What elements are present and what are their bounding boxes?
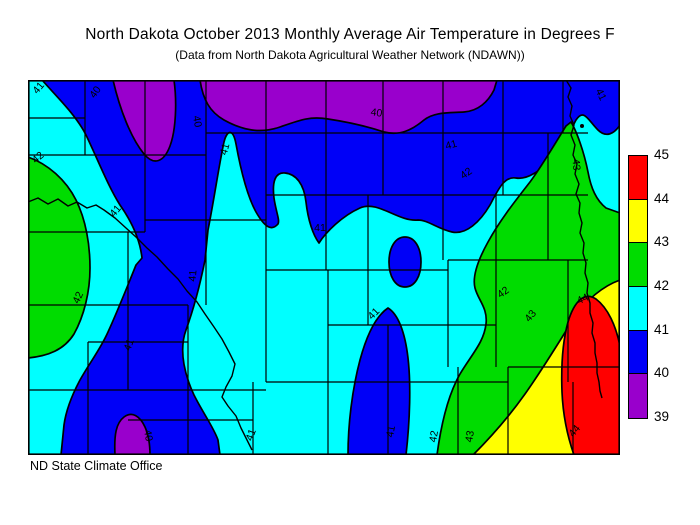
band-40-41-main xyxy=(41,79,621,456)
contour-label: 41 xyxy=(122,337,137,352)
contour-label: 43 xyxy=(463,430,477,444)
lake-marker xyxy=(580,124,584,128)
legend-tick-label: 44 xyxy=(654,190,670,206)
county-boundaries xyxy=(28,80,620,455)
missouri-river xyxy=(27,197,253,451)
contour-label: 44 xyxy=(575,291,591,307)
contour-label: 42 xyxy=(427,430,441,444)
legend-tick-label: 40 xyxy=(654,365,670,381)
band-39-40-west-lobe xyxy=(112,79,177,162)
legend-cell-44-45 xyxy=(629,156,647,200)
page-subtitle: (Data from North Dakota Agricultural Wea… xyxy=(175,48,525,62)
legend-colorbar xyxy=(628,155,648,419)
band-39-40-south-blob xyxy=(113,413,151,456)
legend-cell-39-40 xyxy=(629,374,647,418)
contour-label: 40 xyxy=(370,106,383,120)
legend-cell-42-43 xyxy=(629,243,647,287)
contour-label: 41 xyxy=(384,425,398,439)
contour-label: 40 xyxy=(141,429,155,443)
legend-tick-label: 43 xyxy=(654,234,670,250)
band-42-west-blob xyxy=(27,156,91,359)
legend-cell-41-42 xyxy=(629,286,647,331)
rivers xyxy=(27,79,603,451)
contour-label: 43 xyxy=(570,158,583,171)
contour-label: 41 xyxy=(187,269,200,282)
temperature-contour-map: 41 40 40 40 41 41 41 42 41 43 42 41 42 41 41 40 41 41 41 42… xyxy=(27,79,621,456)
legend-tick-label: 39 xyxy=(654,409,670,424)
contour-label: 42 xyxy=(70,290,86,306)
band-44-45-southeast xyxy=(560,295,621,456)
legend-cell-40-41 xyxy=(629,330,647,375)
map-frame xyxy=(28,80,621,455)
band-39-40-top-band xyxy=(199,79,498,135)
page-title: North Dakota October 2013 Monthly Averag… xyxy=(85,26,615,43)
contour-label: 41 xyxy=(314,222,326,234)
contour-label: 41 xyxy=(444,138,459,153)
red-river xyxy=(565,79,603,399)
contour-label: 41 xyxy=(218,142,233,157)
legend-tick-label: 41 xyxy=(654,321,670,337)
legend-tick-labels: 45 44 43 42 41 40 39 xyxy=(654,0,694,525)
credit-text: ND State Climate Office xyxy=(30,459,163,473)
legend-tick-label: 45 xyxy=(654,147,670,162)
legend-tick-label: 42 xyxy=(654,278,670,293)
contour-label: 41 xyxy=(244,427,259,442)
contour-label: 41 xyxy=(593,87,609,103)
legend-cell-43-44 xyxy=(629,199,647,244)
contour-label: 40 xyxy=(190,115,204,129)
band-40-41-small-oval xyxy=(388,236,422,288)
